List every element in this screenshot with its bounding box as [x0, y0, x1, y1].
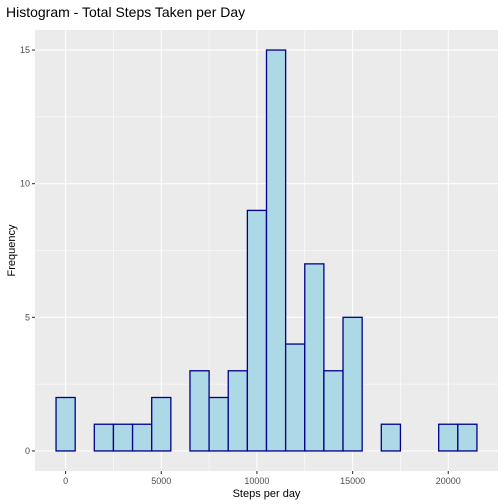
- x-axis: 0 5000 10000 15000 20000: [63, 471, 461, 486]
- histogram-bar: [189, 370, 210, 452]
- histogram-bar: [457, 423, 478, 452]
- y-axis: 0 5 10 15: [20, 45, 35, 456]
- x-tick-label: 10000: [244, 476, 269, 486]
- y-tick-label: 10: [20, 179, 30, 189]
- histogram-bar: [265, 49, 287, 452]
- y-tick-label: 15: [20, 45, 30, 55]
- x-tick-label: 15000: [340, 476, 365, 486]
- y-axis-title: Frequency: [6, 224, 18, 276]
- x-tick-label: 20000: [436, 476, 461, 486]
- histogram-bar: [208, 396, 229, 452]
- histogram-bar: [246, 209, 268, 452]
- histogram-bar: [304, 263, 325, 452]
- y-tick-label: 5: [25, 312, 30, 322]
- histogram-bar: [227, 370, 249, 452]
- x-axis-title: Steps per day: [233, 488, 301, 500]
- histogram-bar: [342, 316, 363, 452]
- histogram-bar: [380, 423, 402, 452]
- histogram-bar: [438, 423, 459, 452]
- histogram-bar: [112, 423, 134, 452]
- histogram-bar: [55, 396, 76, 452]
- chart-title: Histogram - Total Steps Taken per Day: [6, 4, 245, 20]
- histogram-bars: [55, 49, 478, 452]
- y-tick-label: 0: [25, 446, 30, 456]
- x-tick-label: 5000: [151, 476, 171, 486]
- histogram-bar: [284, 343, 306, 452]
- histogram-bar: [151, 396, 172, 452]
- histogram-bar: [323, 370, 344, 452]
- histogram-bar: [93, 423, 115, 452]
- histogram-bar: [131, 423, 153, 452]
- x-tick-label: 0: [63, 476, 68, 486]
